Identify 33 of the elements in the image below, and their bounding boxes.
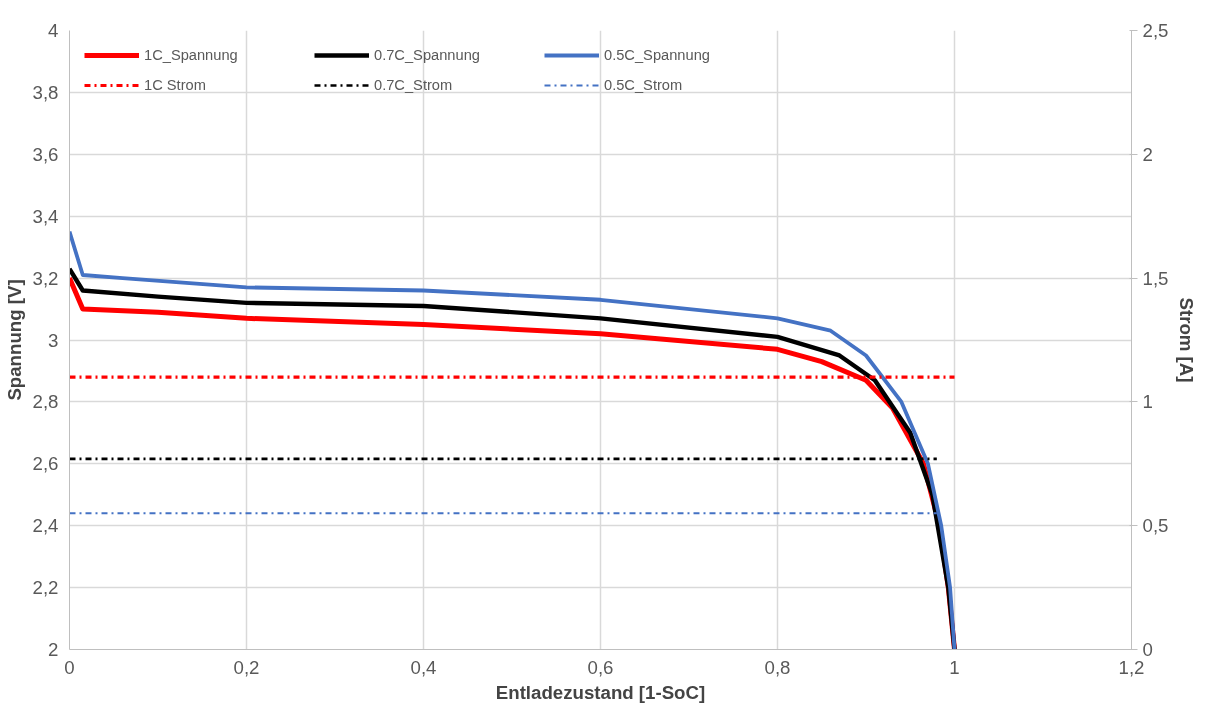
x-tick-label: 0 xyxy=(64,656,75,678)
y-tick-label: 4 xyxy=(48,20,59,41)
x-tick-label: 0,8 xyxy=(764,656,791,678)
y2-tick-label: 1 xyxy=(1142,391,1153,413)
y-tick-label: 2,2 xyxy=(32,577,59,599)
x-tick-label: 1,2 xyxy=(1118,656,1145,678)
legend-label: 0.5C_Strom xyxy=(604,77,684,93)
y2-tick-label: 0 xyxy=(1142,639,1153,660)
y2-tick-label: 2 xyxy=(1142,143,1153,165)
legend-label: 1C Strom xyxy=(144,77,207,93)
y-axis-title: Spannung [V] xyxy=(3,279,25,401)
y2-tick-label: 0,5 xyxy=(1142,515,1169,537)
y-tick-label: 3,2 xyxy=(32,267,59,289)
legend-label: 0.5C_Spannung xyxy=(604,47,711,63)
y-tick-label: 3,6 xyxy=(32,143,59,165)
x-tick-label: 0,6 xyxy=(587,656,614,678)
y2-axis-title: Strom [A] xyxy=(1176,297,1198,383)
x-tick-label: 0,2 xyxy=(233,656,260,678)
legend-label: 1C_Spannung xyxy=(144,47,239,63)
x-axis-title: Entladezustand [1-SoC] xyxy=(495,681,706,703)
y-tick-label: 2,4 xyxy=(32,515,59,537)
legend-label: 0.7C_Strom xyxy=(374,77,454,93)
x-tick-label: 0,4 xyxy=(410,656,437,678)
legend-label: 0.7C_Spannung xyxy=(374,47,481,63)
y-tick-label: 3 xyxy=(48,329,59,351)
y-tick-label: 2 xyxy=(48,639,59,660)
y2-tick-label: 2,5 xyxy=(1142,20,1169,41)
y-tick-label: 3,8 xyxy=(32,81,59,103)
y-tick-label: 3,4 xyxy=(32,205,59,227)
y-tick-label: 2,8 xyxy=(32,391,59,413)
y-tick-label: 2,6 xyxy=(32,453,59,475)
y2-tick-label: 1,5 xyxy=(1142,267,1169,289)
x-tick-label: 1 xyxy=(949,656,960,678)
